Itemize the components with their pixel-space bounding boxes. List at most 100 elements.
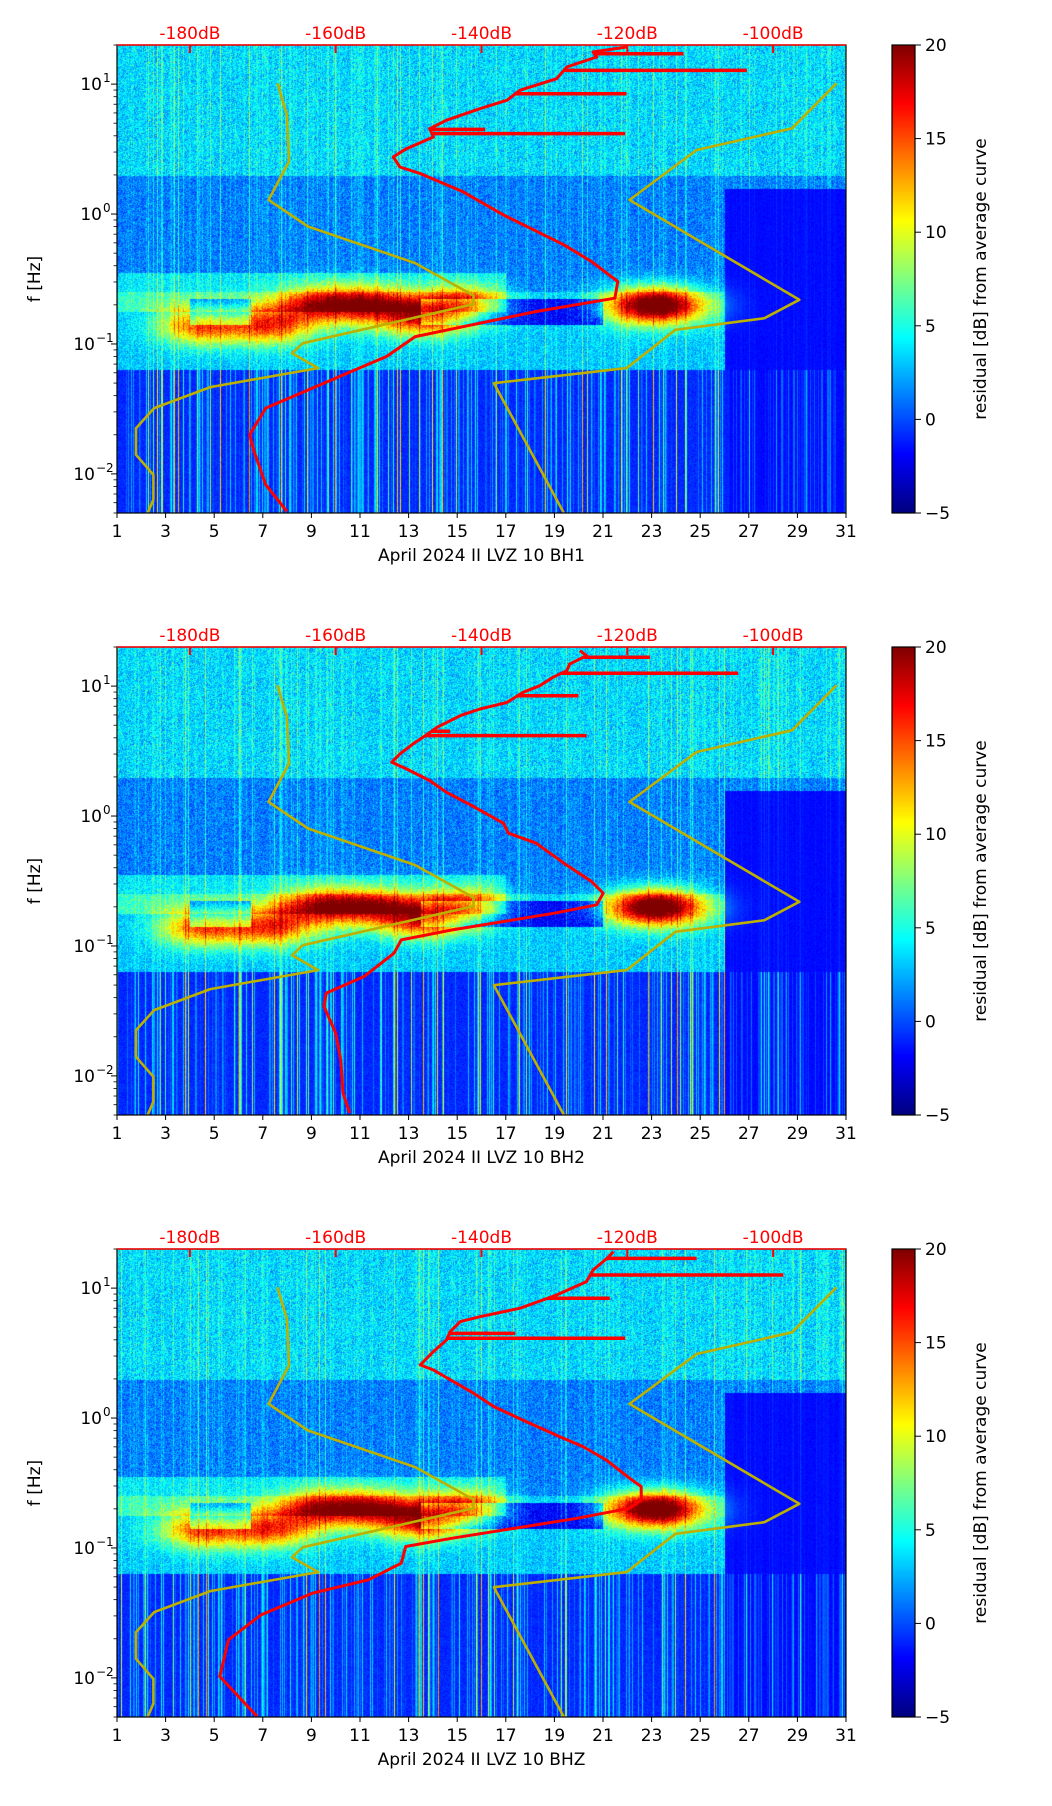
x-tick-label: 31 (835, 1124, 857, 1144)
x-tick-label: 11 (349, 1124, 371, 1144)
colorbar-tick-label: −5 (925, 1106, 950, 1126)
x-tick-label: 23 (641, 1726, 663, 1746)
y-tick-base: 10 (80, 677, 102, 697)
curves (134, 649, 838, 1115)
x-tick-label: 13 (398, 1726, 420, 1746)
colorbar-tick-label: 0 (925, 1012, 936, 1032)
y-tick-exponent: 0 (103, 1405, 111, 1419)
db-tick-label: -160dB (305, 24, 366, 44)
colorbar-label: residual [dB] from average curve (971, 138, 991, 419)
colorbar-3 (892, 1249, 915, 1717)
y-tick-exponent: 1 (103, 673, 111, 687)
x-tick-label: 27 (738, 522, 760, 542)
db-tick-label: -100dB (743, 1228, 804, 1248)
x-tick-label: 27 (738, 1726, 760, 1746)
x-tick-label: 5 (209, 1124, 220, 1144)
y-tick-label: 10 (80, 205, 102, 225)
x-tick-label: 15 (446, 1124, 468, 1144)
y-tick-label: 10 (73, 1067, 95, 1087)
x-tick-label: 19 (544, 1124, 566, 1144)
x-tick-label: 21 (592, 1726, 614, 1746)
colorbar-1 (892, 45, 915, 513)
x-tick-label: 15 (446, 522, 468, 542)
y-tick-base: 10 (73, 465, 95, 485)
y-tick-label: 10 (73, 937, 95, 957)
y-tick-label: 10 (80, 807, 102, 827)
x-tick-label: 17 (495, 1124, 517, 1144)
db-tick-label: -100dB (743, 626, 804, 646)
x-tick-label: 5 (209, 522, 220, 542)
y-tick-label: 10 (73, 1539, 95, 1559)
x-tick-label: 29 (787, 522, 809, 542)
x-tick-label: 1 (112, 1124, 123, 1144)
y-tick-base: 10 (80, 205, 102, 225)
db-tick-label: -180dB (159, 24, 220, 44)
x-tick-label: 3 (160, 522, 171, 542)
x-tick-label: 11 (349, 522, 371, 542)
x-tick-label: 31 (835, 1726, 857, 1746)
x-tick-label: 23 (641, 522, 663, 542)
y-tick-label: 10 (80, 1409, 102, 1429)
colorbar-tick-label: 0 (925, 1614, 936, 1634)
y-tick-base: 10 (73, 335, 95, 355)
y-tick-base: 10 (80, 1409, 102, 1429)
colorbar-tick-label: 15 (925, 732, 947, 752)
x-tick-label: 29 (787, 1124, 809, 1144)
db-tick-label: -140dB (451, 626, 512, 646)
y-tick-label: 10 (73, 465, 95, 485)
spectrogram-image-2 (117, 647, 846, 1115)
colorbar-2 (892, 647, 915, 1115)
nhnm-curve (492, 1286, 838, 1717)
x-tick-label: 7 (257, 522, 268, 542)
y-tick-base: 10 (80, 807, 102, 827)
y-tick-base: 10 (73, 1539, 95, 1559)
y-tick-label: 10 (80, 677, 102, 697)
x-tick-label: 25 (689, 1124, 711, 1144)
db-tick-label: -140dB (451, 1228, 512, 1248)
nlnm-curve (134, 1286, 475, 1717)
x-tick-label: 13 (398, 1124, 420, 1144)
nhnm-curve (492, 82, 838, 513)
db-tick-label: -160dB (305, 1228, 366, 1248)
x-tick-label: 7 (257, 1726, 268, 1746)
y-tick-base: 10 (80, 75, 102, 95)
db-tick-label: -180dB (159, 626, 220, 646)
colorbar-tick-label: 5 (925, 317, 936, 337)
colorbar-tick-label: −5 (925, 504, 950, 524)
y-axis-label: f [Hz] (25, 256, 45, 302)
colorbar-tick-label: 20 (925, 36, 947, 56)
curves (134, 1250, 838, 1717)
colorbar-tick-label: 5 (925, 919, 936, 939)
colorbar-tick-label: 0 (925, 410, 936, 430)
y-axis-label: f [Hz] (25, 858, 45, 904)
x-tick-label: 17 (495, 522, 517, 542)
y-tick-base: 10 (80, 1279, 102, 1299)
x-tick-label: 27 (738, 1124, 760, 1144)
x-tick-label: 15 (446, 1726, 468, 1746)
x-tick-label: 3 (160, 1726, 171, 1746)
average-psd-curve (322, 649, 605, 1114)
colorbar-tick-label: 15 (925, 1334, 947, 1354)
x-tick-label: 1 (112, 1726, 123, 1746)
db-tick-label: -100dB (743, 24, 804, 44)
x-tick-label: 25 (689, 1726, 711, 1746)
y-tick-label: 10 (73, 335, 95, 355)
db-tick-label: -120dB (597, 626, 658, 646)
colorbar-tick-label: −5 (925, 1708, 950, 1728)
x-tick-label: 21 (592, 1124, 614, 1144)
y-tick-exponent: 0 (103, 803, 111, 817)
average-psd-curve (218, 1250, 643, 1717)
x-axis-label: April 2024 II LVZ 10 BH2 (378, 1148, 585, 1168)
y-tick-label: 10 (80, 1279, 102, 1299)
colorbar-tick-label: 20 (925, 638, 947, 658)
average-psd-curve (248, 45, 627, 513)
colorbar-frame (891, 646, 916, 1116)
colorbar-frame (891, 1248, 916, 1718)
db-tick-label: -120dB (597, 1228, 658, 1248)
y-tick-exponent: 0 (103, 201, 111, 215)
colorbar-tick-label: 5 (925, 1521, 936, 1541)
x-tick-label: 9 (306, 1726, 317, 1746)
colorbar-frame (891, 44, 916, 514)
